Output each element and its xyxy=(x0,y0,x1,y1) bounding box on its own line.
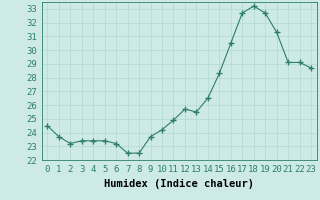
X-axis label: Humidex (Indice chaleur): Humidex (Indice chaleur) xyxy=(104,179,254,189)
